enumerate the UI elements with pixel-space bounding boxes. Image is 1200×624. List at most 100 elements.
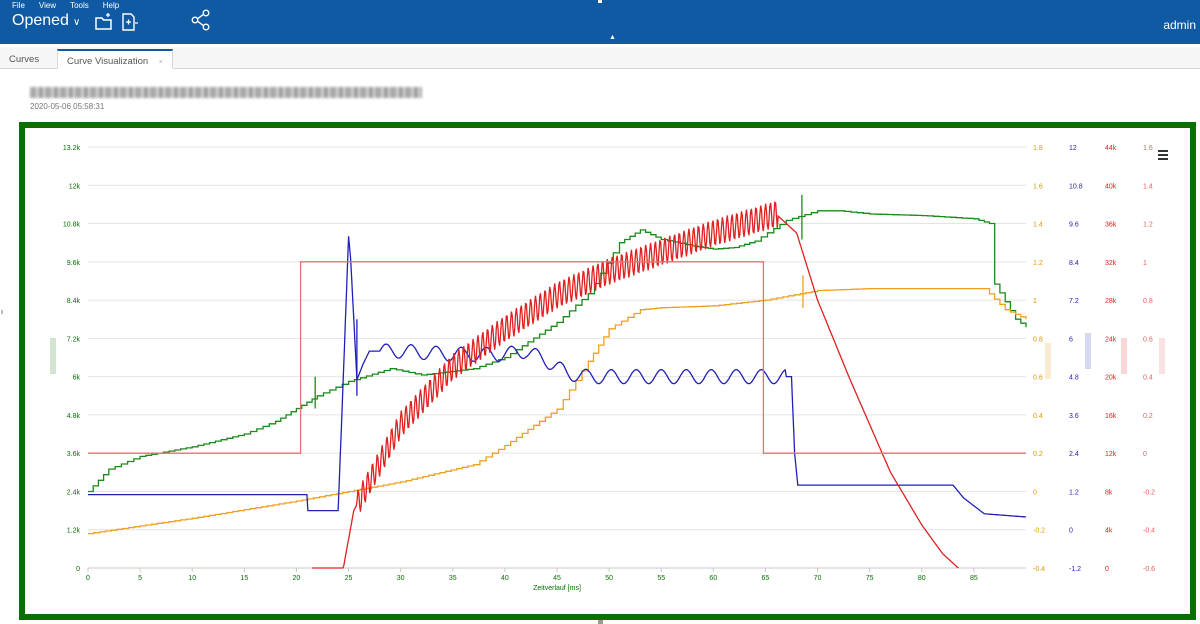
close-tab-icon[interactable]: × <box>158 59 163 66</box>
y-tick-label-red: 20k <box>1105 375 1117 382</box>
menu-file[interactable]: File <box>12 1 25 10</box>
new-document-icon[interactable] <box>119 12 139 32</box>
y-tick-label-orange: 1.2 <box>1033 260 1043 267</box>
y-tick-label-red: 16k <box>1105 413 1117 420</box>
x-tick-label: 65 <box>762 575 770 582</box>
document-timestamp: 2020-05-06 05:58:31 <box>30 102 105 111</box>
chart-menu-bar <box>1158 158 1168 160</box>
x-tick-label: 50 <box>605 575 613 582</box>
tab-curves-label: Curves <box>9 54 40 65</box>
y-tick-label-salmon: 0.8 <box>1143 298 1153 305</box>
y-tick-label-blue: 10.8 <box>1069 183 1083 190</box>
y-tick-label-salmon: 0.4 <box>1143 375 1153 382</box>
y-tick-label-green: 9.6k <box>67 260 81 267</box>
chart-frame: 0 5 10 15 20 25 30 35 40 45 50 55 60 65 70 75 80 85 Zeitve… <box>19 122 1196 620</box>
x-tick-label: 20 <box>293 575 301 582</box>
y-tick-label-blue: 6 <box>1069 336 1073 343</box>
curve-chart: 0 5 10 15 20 25 30 35 40 45 50 55 60 65 70 75 80 85Zeitve… <box>50 145 1168 592</box>
y-tick-label-salmon: -0.6 <box>1143 566 1155 573</box>
chevron-down-icon: ∨ <box>72 16 81 28</box>
y-tick-label-orange: 1.4 <box>1033 222 1043 229</box>
y-tick-label-orange: 0.8 <box>1033 336 1043 343</box>
chart-menu-icon <box>1158 150 1168 160</box>
menu-help[interactable]: Help <box>102 1 120 10</box>
y-tick-label-red: 0 <box>1105 566 1109 573</box>
y-tick-label-blue: 9.6 <box>1069 222 1079 229</box>
y-tick-label-blue: 1.2 <box>1069 489 1079 496</box>
menu-tools[interactable]: Tools <box>70 1 89 10</box>
x-tick-label: 30 <box>397 575 405 582</box>
x-tick-label: 25 <box>345 575 353 582</box>
y-tick-label-red: 12k <box>1105 451 1117 458</box>
y-tick-label-green: 12k <box>69 183 81 190</box>
x-tick-label: 70 <box>814 575 822 582</box>
y-tick-label-red: 24k <box>1105 336 1117 343</box>
app-header: File View Tools Help Opened ∨ admin ▲ <box>0 0 1200 44</box>
y-tick-label-green: 3.6k <box>67 451 81 458</box>
axis-title-redacted-orange <box>1045 343 1051 379</box>
y-tick-label-salmon: -0.2 <box>1143 489 1155 496</box>
axis-title-redacted-salmon <box>1159 338 1165 374</box>
share-icon[interactable] <box>191 9 211 31</box>
series-line-orange <box>88 287 1027 535</box>
y-tick-label-green: 13.2k <box>63 145 81 152</box>
x-tick-label: 5 <box>138 575 142 582</box>
user-name[interactable]: admin <box>1163 18 1196 32</box>
y-tick-label-salmon: 1 <box>1143 260 1147 267</box>
y-tick-label-green: 6k <box>73 375 81 382</box>
menu-view[interactable]: View <box>38 1 57 10</box>
axis-title-redacted-blue <box>1085 333 1091 369</box>
y-tick-label-blue: 8.4 <box>1069 260 1079 267</box>
tab-bar: Curves Curve Visualization × <box>0 47 1200 69</box>
y-tick-label-salmon: -0.4 <box>1143 528 1155 535</box>
y-tick-label-orange: 1 <box>1033 298 1037 305</box>
y-tick-label-orange: 0.6 <box>1033 375 1043 382</box>
y-tick-label-salmon: 0.2 <box>1143 413 1153 420</box>
x-tick-label: 10 <box>188 575 196 582</box>
tab-curve-visualization[interactable]: Curve Visualization × <box>57 49 173 69</box>
tab-curves[interactable]: Curves <box>0 49 48 69</box>
y-tick-label-orange: 0.4 <box>1033 413 1043 420</box>
chart-menu-bar <box>1158 154 1168 156</box>
y-tick-label-orange: -0.2 <box>1033 528 1045 535</box>
y-tick-label-orange: 0 <box>1033 489 1037 496</box>
document-title-redacted <box>30 87 422 98</box>
bottom-resize-handle[interactable] <box>598 620 603 624</box>
axis-title-redacted-red <box>1121 338 1127 374</box>
series-line-red <box>312 201 959 569</box>
y-tick-label-blue: 12 <box>1069 145 1077 152</box>
y-tick-label-green: 0 <box>76 566 80 573</box>
x-tick-label: 35 <box>449 575 457 582</box>
y-tick-label-blue: -1.2 <box>1069 566 1081 573</box>
window-notch <box>598 0 602 3</box>
y-tick-label-green: 2.4k <box>67 489 81 496</box>
x-tick-label: 75 <box>866 575 874 582</box>
y-tick-label-blue: 4.8 <box>1069 375 1079 382</box>
series-line-green <box>88 210 1027 493</box>
y-tick-label-green: 7.2k <box>67 336 81 343</box>
y-tick-label-orange: 0.2 <box>1033 451 1043 458</box>
y-tick-label-salmon: 1.6 <box>1143 145 1153 152</box>
opened-dropdown[interactable]: Opened ∨ <box>12 12 80 30</box>
x-tick-label: 85 <box>970 575 978 582</box>
y-tick-label-green: 4.8k <box>67 413 81 420</box>
y-tick-label-orange: 1.6 <box>1033 183 1043 190</box>
y-tick-label-red: 28k <box>1105 298 1117 305</box>
y-tick-label-red: 32k <box>1105 260 1117 267</box>
y-tick-label-salmon: 1.2 <box>1143 222 1153 229</box>
y-tick-label-red: 4k <box>1105 528 1113 535</box>
chart-menu-bar <box>1158 150 1168 152</box>
y-tick-label-red: 36k <box>1105 222 1117 229</box>
opened-label: Opened <box>12 12 69 29</box>
y-tick-label-blue: 7.2 <box>1069 298 1079 305</box>
x-axis-title: Zeitverlauf [ms] <box>533 585 581 592</box>
y-tick-label-salmon: 0.6 <box>1143 336 1153 343</box>
y-tick-label-green: 10.8k <box>63 222 81 229</box>
x-tick-label: 15 <box>240 575 248 582</box>
series-line-blue <box>88 236 1027 518</box>
folder-open-icon[interactable] <box>94 12 114 32</box>
collapse-caret-icon[interactable]: ▲ <box>609 34 616 41</box>
y-tick-label-green: 1.2k <box>67 528 81 535</box>
x-tick-label: 60 <box>709 575 717 582</box>
y-tick-label-blue: 0 <box>1069 528 1073 535</box>
